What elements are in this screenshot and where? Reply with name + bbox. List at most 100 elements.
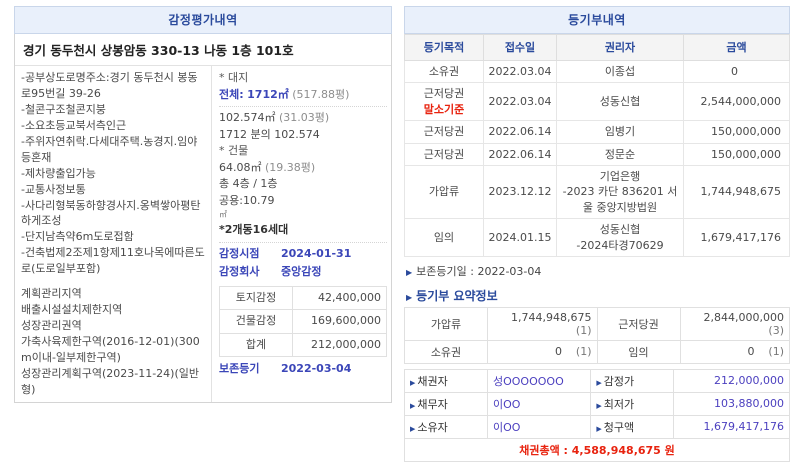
detail-key-label: 소유자 (417, 420, 448, 434)
appraise-company-value: 중앙감정 (281, 265, 322, 278)
divider (219, 106, 387, 107)
valuation-amount: 212,000,000 (292, 332, 387, 357)
cell-holder: 성동신협 -2024타경70629 (556, 218, 684, 257)
detail-value-creditor: 성OOOOOOO (486, 368, 592, 393)
cell-date: 2022.06.14 (483, 142, 557, 166)
detail-key-label: 청구액 (603, 420, 635, 434)
summary-amount: 0 (747, 345, 755, 359)
summary-count: (1) (575, 323, 592, 337)
cell-amount: 1,679,417,176 (683, 218, 790, 257)
triangle-right-icon: ▶ (596, 378, 602, 387)
triangle-right-icon: ▶ (406, 267, 413, 277)
table-header-row: 등기목적 접수일 권리자 금액 (404, 34, 790, 61)
cell-purpose: 가압류 (404, 164, 484, 220)
valuation-label: 건물감정 (219, 309, 293, 334)
summary-count: (1) (575, 345, 592, 359)
zoning-line: 가축사육제한구역(2016-12-01)(300m이내-일부제한구역) (21, 335, 200, 364)
cell-date: 2022.03.04 (483, 82, 557, 122)
cell-holder: 기업은행 -2023 카단 836201 서울 중앙지방법원 (556, 164, 684, 220)
detail-key-label: 최저가 (603, 397, 635, 411)
detail-key-claim[interactable]: ▶ 청구액 (590, 414, 675, 439)
detail-value-appraised: 212,000,000 (673, 368, 790, 393)
cell-holder: 정문순 (556, 142, 684, 166)
cell-date: 2023.12.12 (483, 164, 557, 220)
appraisal-notes-column: -공부상도로명주소:경기 동두천시 봉동로95번길 39-26 -철콘구조철콘지… (15, 66, 212, 402)
table-row: 가압류 1,744,948,675 (1) 근저당권 2,844,000,000… (404, 306, 790, 341)
summary-value: 0 (1) (487, 339, 598, 364)
table-row: 근저당권 말소기준 2022.03.04 성동신협 2,544,000,000 (404, 82, 790, 122)
summary-key: 소유권 (404, 339, 488, 364)
cell-holder: 성동신협 (556, 82, 684, 122)
table-row: 소유권 2022.03.04 이종섭 0 (404, 59, 790, 84)
note-line: -소요초등교북서측인근 (21, 118, 127, 132)
valuation-table: 토지감정 42,400,000 건물감정 169,600,000 합계 212,… (219, 285, 387, 358)
table-row: ▶ 채권자 성OOOOOOO ▶ 감정가 212,000,000 (404, 368, 790, 393)
valuation-amount: 42,400,000 (292, 285, 387, 310)
common-area: 공용:10.79 (219, 193, 275, 207)
note-line: -사다리형북동하향경사지.옹벽쌓아평탄하게조성 (21, 198, 201, 228)
appraise-date-label: 감정시점 (219, 246, 260, 260)
common-area-unit: ㎡ (219, 210, 227, 219)
cell-amount: 2,544,000,000 (683, 82, 790, 122)
summary-key: 근저당권 (596, 306, 681, 341)
zoning-line: 성장관리계획구역(2023-11-24)(일반형) (21, 366, 200, 396)
registry-panel: 등기부내역 등기목적 접수일 권리자 금액 소유권 2022.03.04 이종섭… (400, 0, 800, 462)
detail-key-creditor[interactable]: ▶ 채권자 (404, 368, 488, 393)
triangle-right-icon: ▶ (410, 424, 416, 433)
appraisal-panel: 감정평가내역 경기 동두천시 상봉암동 330-13 나동 1층 101호 -공… (0, 0, 400, 412)
note-line: -주위자연취락.다세대주택.농경지.임야등혼재 (21, 134, 198, 164)
col-amount: 금액 (683, 34, 790, 61)
cell-purpose: 임의 (404, 218, 484, 257)
preserve-registration-label: 보존등기 (219, 362, 260, 375)
land-total-row: 전체: 1712㎡ (517.88평) (219, 87, 387, 104)
cell-purpose-sub: 말소기준 (423, 102, 465, 116)
land-share-value: 102.574㎡ (219, 111, 276, 124)
col-purpose: 등기목적 (404, 34, 484, 61)
land-ratio: 1712 분의 102.574 (219, 127, 320, 141)
property-address: 경기 동두천시 상봉암동 330-13 나동 1층 101호 (15, 34, 391, 66)
preserve-registration-value: 2022-03-04 (281, 362, 352, 375)
building-pyeong: (19.38평) (265, 160, 316, 174)
cell-purpose: 소유권 (404, 59, 484, 84)
detail-key-appraised[interactable]: ▶ 감정가 (590, 368, 675, 393)
preserve-date-line: ▶ 보존등기일 : 2022-03-04 (406, 263, 790, 279)
summary-count: (3) (768, 323, 784, 337)
table-row: 근저당권 2022.06.14 정문순 150,000,000 (404, 142, 790, 166)
note-line: -철콘구조철콘지붕 (21, 102, 106, 116)
cell-purpose: 근저당권 말소기준 (404, 82, 484, 122)
building-floors: 총 4층 / 1층 (219, 177, 278, 190)
land-total-pyeong: (517.88평) (292, 87, 350, 101)
cell-amount: 0 (683, 59, 790, 84)
building-area: 64.08㎡ (219, 160, 262, 174)
cell-holder-sub: -2023 카단 836201 서울 중앙지방법원 (562, 185, 678, 214)
triangle-right-icon: ▶ (406, 292, 413, 302)
summary-key: 임의 (596, 339, 681, 364)
cell-holder-sub: -2024타경70629 (576, 238, 664, 252)
building-area-row: 64.08㎡ (19.38평) (219, 160, 387, 177)
zoning-line: 배출시설설치제한지역 (21, 303, 123, 317)
cell-holder: 이종섭 (556, 59, 684, 84)
triangle-right-icon: ▶ (596, 424, 602, 433)
cell-holder-main: 기업은행 (599, 169, 641, 183)
preserve-date-text: 보존등기일 : 2022-03-04 (416, 264, 542, 278)
table-row: 합계 212,000,000 (219, 332, 387, 357)
appraise-company-row: 감정회사 중앙감정 (219, 264, 387, 281)
col-date: 접수일 (483, 34, 557, 61)
cell-date: 2024.01.15 (483, 218, 557, 257)
table-row: 소유권 0 (1) 임의 0 (1) (404, 339, 790, 364)
triangle-right-icon: ▶ (410, 401, 416, 410)
cell-holder: 임병기 (556, 120, 684, 144)
cell-date: 2022.03.04 (483, 59, 557, 84)
cell-holder-main: 성동신협 (599, 223, 641, 237)
table-row: 건물감정 169,600,000 (219, 309, 387, 334)
triangle-right-icon: ▶ (410, 378, 416, 387)
detail-key-owner[interactable]: ▶ 소유자 (404, 414, 488, 439)
detail-key-label: 감정가 (603, 374, 635, 388)
col-holder: 권리자 (556, 34, 684, 61)
zoning-line: 성장관리권역 (21, 319, 82, 333)
table-row: 토지감정 42,400,000 (219, 285, 387, 310)
cell-purpose: 근저당권 (404, 120, 484, 144)
zoning-line: 계획관리지역 (21, 287, 82, 301)
summary-amount: 2,844,000,000 (703, 310, 784, 324)
notes-spacer (21, 277, 207, 286)
